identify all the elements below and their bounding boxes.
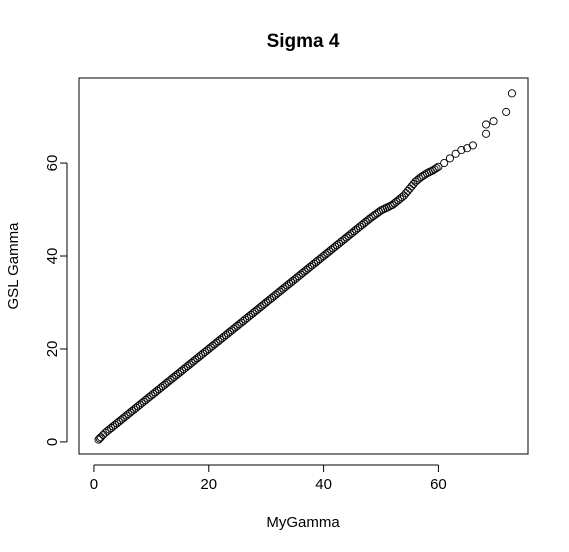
- y-axis-label: GSL Gamma: [5, 222, 22, 310]
- data-point: [407, 182, 416, 191]
- data-point: [489, 117, 498, 126]
- data-points: [94, 89, 516, 444]
- data-point: [440, 159, 449, 168]
- data-point: [445, 154, 454, 163]
- data-point: [482, 120, 491, 129]
- y-tick-label: 20: [44, 341, 61, 358]
- y-tick-label: 0: [44, 438, 61, 446]
- x-tick-label: 60: [430, 476, 447, 493]
- x-tick-label: 0: [90, 476, 98, 493]
- data-point: [468, 141, 477, 150]
- data-point: [434, 162, 443, 171]
- data-point: [482, 129, 491, 138]
- data-point: [432, 163, 441, 173]
- x-axis-label: MyGamma: [266, 514, 340, 531]
- data-point: [94, 435, 103, 444]
- y-tick-label: 60: [44, 155, 61, 172]
- data-point: [507, 89, 516, 98]
- data-point: [451, 149, 460, 158]
- x-tick-label: 40: [315, 476, 332, 493]
- y-tick-label: 40: [44, 248, 61, 265]
- data-point: [403, 186, 412, 195]
- plot-area: [78, 77, 529, 455]
- data-point: [401, 189, 410, 198]
- data-point: [502, 107, 511, 116]
- data-point: [409, 179, 418, 189]
- x-tick-label: 20: [200, 476, 217, 493]
- x-axis-ticks: 0 20 40 60: [90, 465, 447, 493]
- data-point: [457, 145, 466, 155]
- data-point: [405, 184, 414, 193]
- chart-title: Sigma 4: [267, 31, 340, 52]
- data-point: [96, 433, 105, 442]
- y-axis-ticks: 0 20 40 60: [44, 155, 67, 446]
